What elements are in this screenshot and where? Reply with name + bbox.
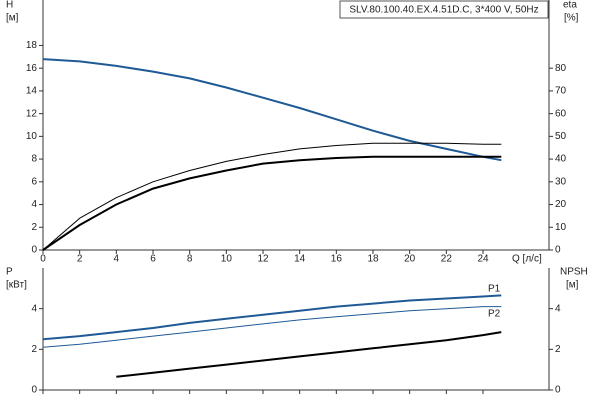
y-unit: [м] xyxy=(6,13,19,24)
x-tick-label: 2 xyxy=(77,254,83,265)
y-tick-label: 6 xyxy=(31,176,37,187)
y-tick-label: 10 xyxy=(26,131,38,142)
y-tick-label: 2 xyxy=(31,222,37,233)
y-tick-label: 0 xyxy=(31,385,37,396)
x-tick-label: 4 xyxy=(114,254,120,265)
y-tick-label: 12 xyxy=(26,108,38,119)
y-unit: [кВт] xyxy=(6,280,27,291)
x-tick-label: 8 xyxy=(187,254,193,265)
y2-tick-label: 0 xyxy=(555,245,561,256)
y-label: P xyxy=(6,267,13,278)
series-line xyxy=(42,58,502,162)
x-label: Q [л/с] xyxy=(512,254,542,265)
y-tick-label: 4 xyxy=(31,303,37,314)
y2-tick-label: 4 xyxy=(555,303,561,314)
y2-unit: [%] xyxy=(564,13,579,24)
series-line xyxy=(116,331,502,378)
y2-tick-label: 0 xyxy=(555,385,561,396)
chart-title: SLV.80.100.40.EX.4.51D.C, 3*400 V, 50Hz xyxy=(349,5,538,16)
y2-unit: [м] xyxy=(566,280,579,291)
y-tick-label: 18 xyxy=(26,40,38,51)
y-tick-label: 2 xyxy=(31,344,37,355)
y2-tick-label: 2 xyxy=(555,344,561,355)
x-tick-label: 16 xyxy=(331,254,343,265)
x-tick-label: 10 xyxy=(221,254,233,265)
x-tick-label: 12 xyxy=(257,254,269,265)
y2-tick-label: 40 xyxy=(555,154,567,165)
y2-tick-label: 50 xyxy=(555,131,567,142)
x-tick-label: 20 xyxy=(404,254,416,265)
y-tick-label: 0 xyxy=(31,245,37,256)
x-tick-label: 6 xyxy=(150,254,156,265)
y-tick-label: 14 xyxy=(26,86,38,97)
y-label: H xyxy=(6,0,13,11)
y2-tick-label: 70 xyxy=(555,86,567,97)
y2-tick-label: 10 xyxy=(555,222,567,233)
y-tick-label: 8 xyxy=(31,154,37,165)
series-label: P1 xyxy=(488,284,501,295)
series-label: P2 xyxy=(488,309,501,320)
y2-label: NPSH xyxy=(560,267,588,278)
x-tick-label: 24 xyxy=(477,254,489,265)
series-line xyxy=(42,142,502,251)
y-tick-label: 4 xyxy=(31,199,37,210)
y2-tick-label: 60 xyxy=(555,108,567,119)
series-line xyxy=(42,155,502,251)
y2-tick-label: 30 xyxy=(555,176,567,187)
x-tick-label: 0 xyxy=(40,254,46,265)
series-line xyxy=(42,294,502,341)
y2-label: eta xyxy=(563,0,577,11)
y2-tick-label: 20 xyxy=(555,199,567,210)
x-tick-label: 18 xyxy=(367,254,379,265)
y2-tick-label: 80 xyxy=(555,63,567,74)
series-line xyxy=(42,306,502,348)
x-tick-label: 14 xyxy=(294,254,306,265)
x-tick-label: 22 xyxy=(441,254,453,265)
y-tick-label: 16 xyxy=(26,63,38,74)
title-box xyxy=(339,0,549,19)
